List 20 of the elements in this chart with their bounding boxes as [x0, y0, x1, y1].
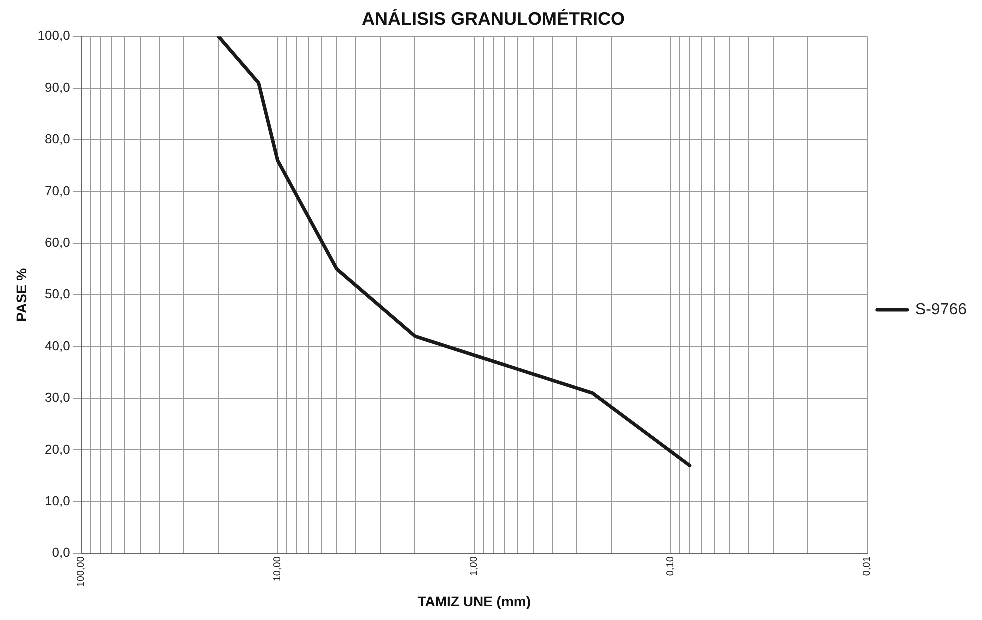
y-tick-label: 80,0	[45, 132, 70, 147]
y-tick-label: 50,0	[45, 286, 70, 302]
y-tick-label: 10,0	[45, 493, 70, 508]
y-tick-label: 60,0	[45, 234, 70, 250]
x-axis-title: TAMIZ UNE (mm)	[418, 593, 532, 610]
legend-label: S-9766	[915, 301, 968, 318]
y-tick-label: 0,0	[52, 545, 70, 560]
y-tick-label: 40,0	[45, 338, 70, 354]
y-tick-label: 70,0	[45, 183, 70, 198]
y-axis-title: PASE %	[13, 268, 30, 322]
x-tick-label: 0,10	[666, 556, 677, 576]
y-tick-label: 20,0	[45, 442, 70, 457]
y-tick-label: 90,0	[45, 80, 70, 95]
x-tick-label: 1,00	[469, 556, 480, 576]
x-tick-label: 100,00	[76, 556, 88, 588]
x-tick-label: 0,01	[862, 556, 874, 576]
y-tick-label: 30,0	[45, 390, 70, 406]
x-tick-label: 10,00	[272, 556, 284, 582]
chart-title: ANÁLISIS GRANULOMÉTRICO	[362, 8, 625, 29]
y-tick-label: 100,0	[38, 28, 70, 44]
